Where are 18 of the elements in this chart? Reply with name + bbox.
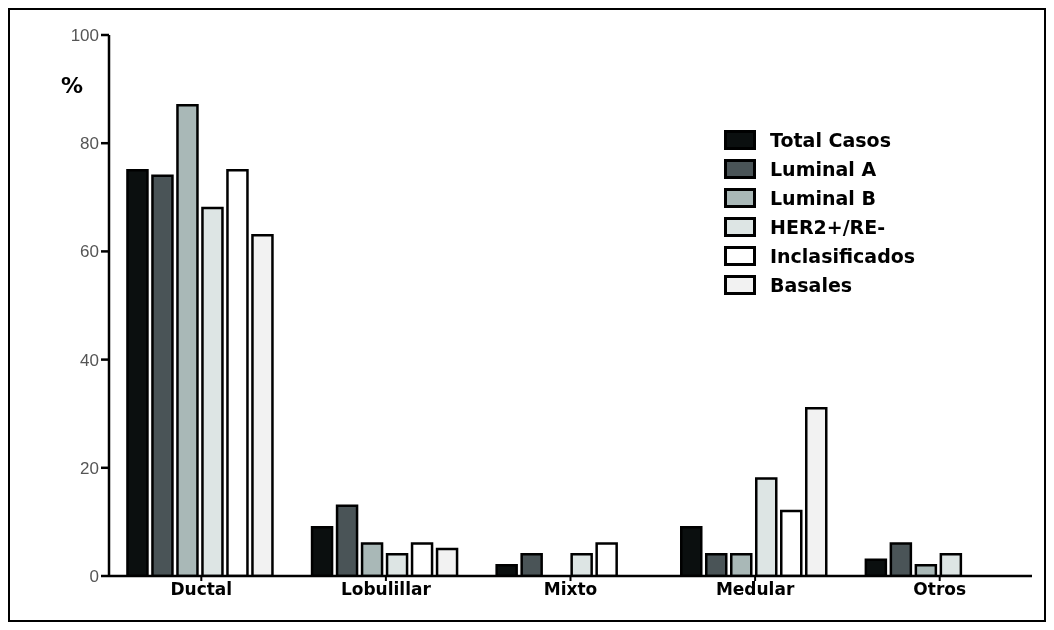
y-tick-label: 20 — [80, 458, 99, 478]
x-tick-label: Ductal — [170, 579, 233, 600]
legend-label: Total Casos — [770, 128, 891, 151]
y-tick-label: 80 — [80, 134, 99, 154]
legend-label: Luminal B — [770, 186, 876, 209]
x-tick-label: Mixto — [543, 579, 598, 600]
legend-label: Basales — [770, 273, 853, 296]
y-tick-label: 100 — [70, 26, 99, 46]
legend-label: Inclasificados — [770, 244, 916, 267]
y-axis-title: % — [61, 73, 84, 98]
x-tick-label: Lobulillar — [340, 579, 432, 600]
x-tick-label: Otros — [913, 579, 967, 600]
y-tick-label: 60 — [80, 242, 99, 262]
legend-label: Luminal A — [770, 157, 877, 180]
x-tick-label: Medular — [715, 579, 795, 600]
y-tick-label: 0 — [89, 567, 99, 587]
y-tick-label: 40 — [80, 350, 99, 370]
legend-label: HER2+/RE- — [770, 215, 886, 238]
